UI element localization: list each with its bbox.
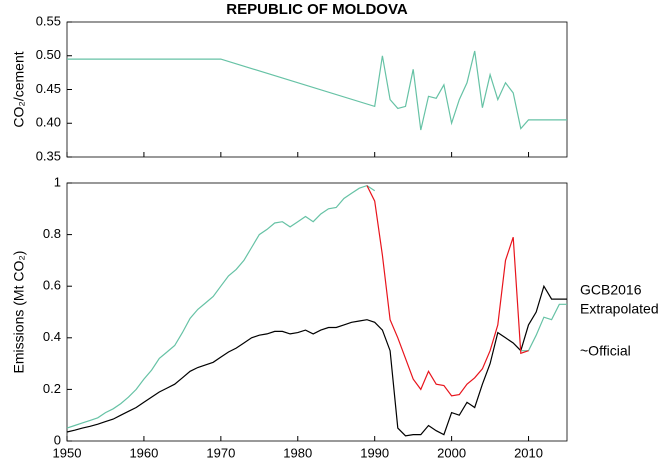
x-tick-label: 1950 (53, 445, 82, 460)
x-tick-label: 2010 (514, 445, 543, 460)
y-tick-label: 0.4 (43, 329, 61, 344)
series-line (66, 184, 567, 429)
y-tick-label: 0.35 (36, 148, 61, 163)
plot-frame (66, 182, 568, 442)
y-tick-label: 1 (54, 174, 61, 189)
y-tick-label: 0.8 (43, 226, 61, 241)
x-tick-label: 1980 (283, 445, 312, 460)
y-tick-label: 0 (54, 432, 61, 447)
series-line (366, 185, 529, 397)
y-tick-label: 0.2 (43, 381, 61, 396)
series-line (67, 50, 567, 131)
chart-title: REPUBLIC OF MOLDOVA (226, 1, 408, 18)
y-tick-label: 0.40 (36, 115, 61, 130)
y-tick-label: 0.55 (36, 13, 61, 28)
x-tick-label: 1990 (360, 445, 389, 460)
legend-label: ~Official (580, 343, 631, 359)
legend-label: Extrapolated (580, 301, 659, 317)
y-tick-label: 0.50 (36, 47, 61, 62)
x-tick-label: 1970 (206, 445, 235, 460)
y-axis-label: CO₂/cement (11, 51, 27, 127)
x-tick-label: 1960 (129, 445, 158, 460)
legend-label: GCB2016 (580, 282, 642, 298)
x-tick-label: 2000 (437, 445, 466, 460)
y-tick-label: 0.6 (43, 278, 61, 293)
series-line (66, 284, 567, 437)
y-tick-label: 0.45 (36, 81, 61, 96)
plot-frame (66, 21, 568, 158)
y-axis-label: Emissions (Mt CO₂) (11, 251, 27, 374)
